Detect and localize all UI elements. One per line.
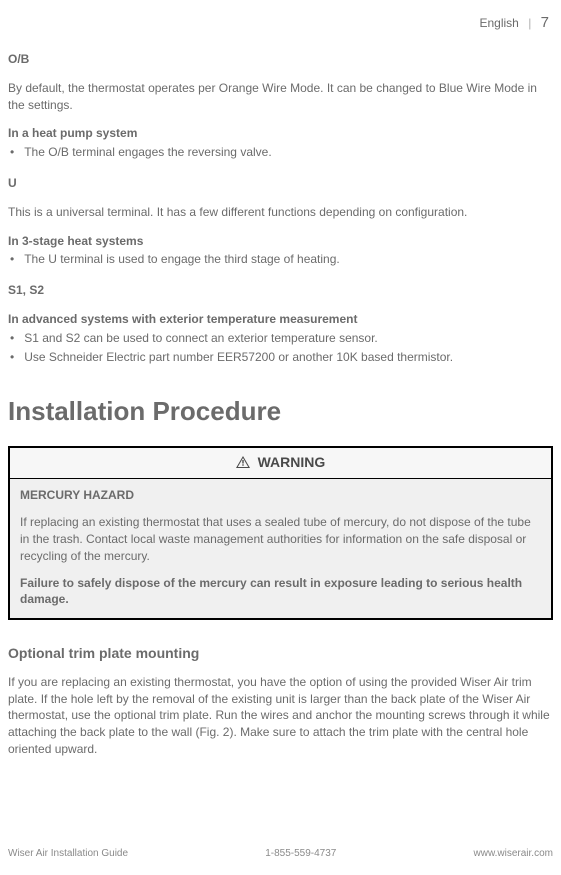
warning-title: WARNING — [258, 454, 326, 470]
list-item: The O/B terminal engages the reversing v… — [8, 144, 553, 161]
section-s1s2-subhead: In advanced systems with exterior temper… — [8, 311, 553, 328]
footer-right: www.wiserair.com — [474, 847, 553, 861]
warning-header: WARNING — [10, 448, 551, 480]
page-number: 7 — [541, 14, 549, 31]
section-u-subhead: In 3-stage heat systems — [8, 233, 553, 250]
warning-text: If replacing an existing thermostat that… — [20, 514, 541, 564]
section-u-description: This is a universal terminal. It has a f… — [8, 204, 553, 221]
optional-body: If you are replacing an existing thermos… — [8, 674, 553, 758]
warning-failure: Failure to safely dispose of the mercury… — [20, 575, 541, 609]
section-u-label: U — [8, 175, 553, 192]
section-s1s2-label: S1, S2 — [8, 282, 553, 299]
list-item: S1 and S2 can be used to connect an exte… — [8, 330, 553, 347]
warning-hazard: MERCURY HAZARD — [20, 487, 541, 504]
warning-triangle-icon — [236, 454, 250, 474]
optional-heading: Optional trim plate mounting — [8, 644, 553, 664]
warning-body: MERCURY HAZARD If replacing an existing … — [10, 479, 551, 618]
footer-left: Wiser Air Installation Guide — [8, 847, 128, 861]
language-label: English — [479, 16, 518, 30]
section-ob-label: O/B — [8, 51, 553, 68]
section-s1s2-list: S1 and S2 can be used to connect an exte… — [8, 330, 553, 366]
main-heading: Installation Procedure — [8, 393, 553, 429]
warning-box: WARNING MERCURY HAZARD If replacing an e… — [8, 446, 553, 620]
section-ob-description: By default, the thermostat operates per … — [8, 80, 553, 114]
list-item: The U terminal is used to engage the thi… — [8, 251, 553, 268]
page-header: English | 7 — [8, 12, 553, 33]
page-footer: Wiser Air Installation Guide 1-855-559-4… — [8, 847, 553, 861]
section-ob-subhead: In a heat pump system — [8, 125, 553, 142]
footer-center: 1-855-559-4737 — [265, 847, 336, 861]
section-u-list: The U terminal is used to engage the thi… — [8, 251, 553, 268]
header-divider: | — [528, 16, 531, 30]
section-ob-list: The O/B terminal engages the reversing v… — [8, 144, 553, 161]
list-item: Use Schneider Electric part number EER57… — [8, 349, 553, 366]
